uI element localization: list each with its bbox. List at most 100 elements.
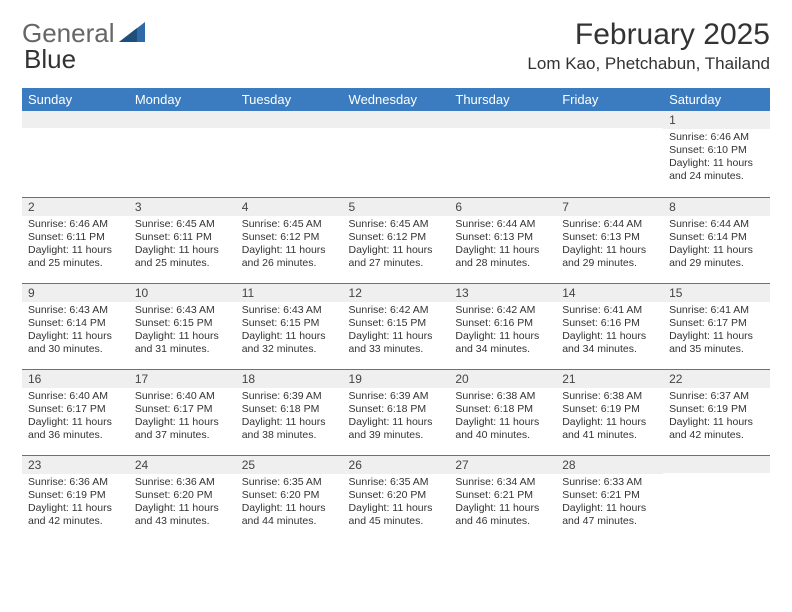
calendar-day-cell: 16Sunrise: 6:40 AMSunset: 6:17 PMDayligh… — [22, 369, 129, 455]
day-data: Sunrise: 6:46 AMSunset: 6:11 PMDaylight:… — [22, 216, 129, 275]
sunrise-text: Sunrise: 6:38 AM — [562, 390, 657, 403]
calendar-week-row: 9Sunrise: 6:43 AMSunset: 6:14 PMDaylight… — [22, 283, 770, 369]
day-number: 22 — [663, 370, 770, 388]
day-number — [129, 111, 236, 128]
weekday-header: Saturday — [663, 88, 770, 111]
sunrise-text: Sunrise: 6:45 AM — [135, 218, 230, 231]
sunrise-text: Sunrise: 6:35 AM — [349, 476, 444, 489]
sunrise-text: Sunrise: 6:42 AM — [349, 304, 444, 317]
daylight-text: Daylight: 11 hours and 46 minutes. — [455, 502, 550, 528]
daylight-text: Daylight: 11 hours and 38 minutes. — [242, 416, 337, 442]
daylight-text: Daylight: 11 hours and 33 minutes. — [349, 330, 444, 356]
calendar-day-cell: 7Sunrise: 6:44 AMSunset: 6:13 PMDaylight… — [556, 197, 663, 283]
weekday-header: Tuesday — [236, 88, 343, 111]
sunrise-text: Sunrise: 6:44 AM — [455, 218, 550, 231]
day-data: Sunrise: 6:39 AMSunset: 6:18 PMDaylight:… — [236, 388, 343, 447]
sunrise-text: Sunrise: 6:46 AM — [669, 131, 764, 144]
day-number: 11 — [236, 284, 343, 302]
day-data: Sunrise: 6:42 AMSunset: 6:15 PMDaylight:… — [343, 302, 450, 361]
sunset-text: Sunset: 6:18 PM — [242, 403, 337, 416]
day-number: 19 — [343, 370, 450, 388]
day-number: 21 — [556, 370, 663, 388]
sunset-text: Sunset: 6:20 PM — [135, 489, 230, 502]
day-data: Sunrise: 6:45 AMSunset: 6:11 PMDaylight:… — [129, 216, 236, 275]
calendar-day-cell: 5Sunrise: 6:45 AMSunset: 6:12 PMDaylight… — [343, 197, 450, 283]
sunset-text: Sunset: 6:16 PM — [562, 317, 657, 330]
day-number: 14 — [556, 284, 663, 302]
daylight-text: Daylight: 11 hours and 37 minutes. — [135, 416, 230, 442]
day-data: Sunrise: 6:33 AMSunset: 6:21 PMDaylight:… — [556, 474, 663, 533]
day-data: Sunrise: 6:38 AMSunset: 6:18 PMDaylight:… — [449, 388, 556, 447]
sunset-text: Sunset: 6:20 PM — [242, 489, 337, 502]
page-header: General February 2025 Lom Kao, Phetchabu… — [22, 18, 770, 74]
sunrise-text: Sunrise: 6:35 AM — [242, 476, 337, 489]
sunrise-text: Sunrise: 6:33 AM — [562, 476, 657, 489]
calendar-day-cell: 25Sunrise: 6:35 AMSunset: 6:20 PMDayligh… — [236, 455, 343, 541]
day-number: 27 — [449, 456, 556, 474]
sunset-text: Sunset: 6:15 PM — [135, 317, 230, 330]
day-number: 13 — [449, 284, 556, 302]
day-number: 28 — [556, 456, 663, 474]
calendar-table: SundayMondayTuesdayWednesdayThursdayFrid… — [22, 88, 770, 541]
sunrise-text: Sunrise: 6:40 AM — [28, 390, 123, 403]
daylight-text: Daylight: 11 hours and 47 minutes. — [562, 502, 657, 528]
calendar-week-row: 1Sunrise: 6:46 AMSunset: 6:10 PMDaylight… — [22, 111, 770, 197]
calendar-day-cell: 2Sunrise: 6:46 AMSunset: 6:11 PMDaylight… — [22, 197, 129, 283]
daylight-text: Daylight: 11 hours and 25 minutes. — [135, 244, 230, 270]
calendar-day-cell: 11Sunrise: 6:43 AMSunset: 6:15 PMDayligh… — [236, 283, 343, 369]
sunrise-text: Sunrise: 6:37 AM — [669, 390, 764, 403]
sunrise-text: Sunrise: 6:39 AM — [242, 390, 337, 403]
calendar-day-cell: 12Sunrise: 6:42 AMSunset: 6:15 PMDayligh… — [343, 283, 450, 369]
day-data: Sunrise: 6:40 AMSunset: 6:17 PMDaylight:… — [129, 388, 236, 447]
day-data: Sunrise: 6:43 AMSunset: 6:15 PMDaylight:… — [129, 302, 236, 361]
day-data: Sunrise: 6:42 AMSunset: 6:16 PMDaylight:… — [449, 302, 556, 361]
day-number: 6 — [449, 198, 556, 216]
day-data: Sunrise: 6:44 AMSunset: 6:13 PMDaylight:… — [556, 216, 663, 275]
sunset-text: Sunset: 6:11 PM — [135, 231, 230, 244]
calendar-day-cell: 27Sunrise: 6:34 AMSunset: 6:21 PMDayligh… — [449, 455, 556, 541]
sunrise-text: Sunrise: 6:41 AM — [669, 304, 764, 317]
day-data: Sunrise: 6:37 AMSunset: 6:19 PMDaylight:… — [663, 388, 770, 447]
sunrise-text: Sunrise: 6:43 AM — [28, 304, 123, 317]
day-data: Sunrise: 6:43 AMSunset: 6:15 PMDaylight:… — [236, 302, 343, 361]
day-number: 26 — [343, 456, 450, 474]
weekday-header: Wednesday — [343, 88, 450, 111]
weekday-header: Monday — [129, 88, 236, 111]
calendar-day-cell: 19 Sunrise: 6:39 AMSunset: 6:18 PMDayligh… — [343, 369, 450, 455]
daylight-text: Daylight: 11 hours and 29 minutes. — [669, 244, 764, 270]
logo-text-2: Blue — [24, 44, 76, 74]
sunrise-text: Sunrise: 6:42 AM — [455, 304, 550, 317]
daylight-text: Daylight: 11 hours and 43 minutes. — [135, 502, 230, 528]
logo-triangle-icon — [119, 18, 145, 49]
day-data: Sunrise: 6:41 AMSunset: 6:17 PMDaylight:… — [663, 302, 770, 361]
day-data: Sunrise: 6:44 AMSunset: 6:14 PMDaylight:… — [663, 216, 770, 275]
day-number — [556, 111, 663, 128]
day-number: 7 — [556, 198, 663, 216]
day-number: 24 — [129, 456, 236, 474]
daylight-text: Daylight: 11 hours and 30 minutes. — [28, 330, 123, 356]
sunrise-text: Sunrise: 6:39 AM — [349, 390, 444, 403]
sunset-text: Sunset: 6:17 PM — [135, 403, 230, 416]
daylight-text: Daylight: 11 hours and 31 minutes. — [135, 330, 230, 356]
day-number — [449, 111, 556, 128]
calendar-day-cell: 20Sunrise: 6:38 AMSunset: 6:18 PMDayligh… — [449, 369, 556, 455]
calendar-day-cell: 26Sunrise: 6:35 AMSunset: 6:20 PMDayligh… — [343, 455, 450, 541]
calendar-day-cell: 17Sunrise: 6:40 AMSunset: 6:17 PMDayligh… — [129, 369, 236, 455]
sunset-text: Sunset: 6:14 PM — [28, 317, 123, 330]
calendar-day-cell: 9Sunrise: 6:43 AMSunset: 6:14 PMDaylight… — [22, 283, 129, 369]
sunset-text: Sunset: 6:21 PM — [562, 489, 657, 502]
calendar-week-row: 16Sunrise: 6:40 AMSunset: 6:17 PMDayligh… — [22, 369, 770, 455]
day-number: 25 — [236, 456, 343, 474]
calendar-day-cell — [449, 111, 556, 197]
sunrise-text: Sunrise: 6:34 AM — [455, 476, 550, 489]
day-number — [22, 111, 129, 128]
sunrise-text: Sunrise: 6:45 AM — [349, 218, 444, 231]
daylight-text: Daylight: 11 hours and 27 minutes. — [349, 244, 444, 270]
sunset-text: Sunset: 6:18 PM — [349, 403, 444, 416]
day-data: Sunrise: 6:36 AMSunset: 6:20 PMDaylight:… — [129, 474, 236, 533]
daylight-text: Daylight: 11 hours and 42 minutes. — [669, 416, 764, 442]
sunrise-text: Sunrise: 6:44 AM — [669, 218, 764, 231]
daylight-text: Daylight: 11 hours and 41 minutes. — [562, 416, 657, 442]
calendar-day-cell: 14Sunrise: 6:41 AMSunset: 6:16 PMDayligh… — [556, 283, 663, 369]
daylight-text: Daylight: 11 hours and 39 minutes. — [349, 416, 444, 442]
